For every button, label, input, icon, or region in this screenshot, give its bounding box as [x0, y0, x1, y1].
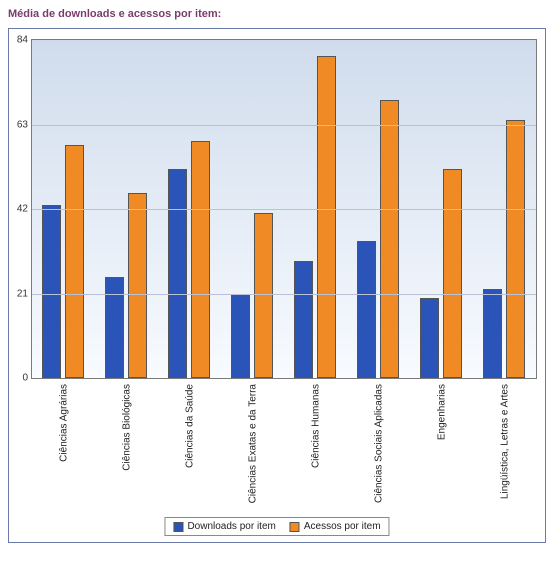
- bar: [168, 169, 187, 378]
- legend-swatch: [173, 522, 183, 532]
- bar: [128, 193, 147, 378]
- bar: [506, 120, 525, 378]
- bar: [420, 298, 439, 378]
- bar: [357, 241, 376, 378]
- x-tick-label: Ciências Agrárias: [58, 384, 69, 462]
- bar: [105, 277, 124, 378]
- bar: [254, 213, 273, 378]
- gridline: [32, 209, 536, 210]
- bar: [443, 169, 462, 378]
- x-tick-label: Ciências da Saúde: [184, 384, 195, 468]
- chart-container: Ciências Agrárias Ciências Biológicas Ciên…: [8, 28, 546, 543]
- y-tick-label: 63: [17, 119, 28, 130]
- bar: [42, 205, 61, 378]
- x-tick-label: Lingüística, Letras e Artes: [499, 384, 510, 499]
- legend-label: Acessos por item: [304, 521, 381, 532]
- bar: [65, 145, 84, 378]
- gridline: [32, 125, 536, 126]
- bar: [294, 261, 313, 378]
- bar: [231, 294, 250, 379]
- y-tick-label: 84: [17, 35, 28, 46]
- x-tick-label: Ciências Humanas: [310, 384, 321, 468]
- legend: Downloads por item Acessos por item: [164, 517, 389, 536]
- bar: [317, 56, 336, 378]
- gridline: [32, 294, 536, 295]
- plot-area: Ciências AgráriasCiências BiológicasCiên…: [31, 39, 537, 379]
- x-tick-label: Ciências Exatas e da Terra: [247, 384, 258, 503]
- x-tick-label: Ciências Biológicas: [121, 384, 132, 471]
- bar: [483, 289, 502, 378]
- bar: [191, 141, 210, 378]
- bar: [380, 100, 399, 378]
- y-tick-label: 0: [22, 373, 28, 384]
- y-tick-label: 21: [17, 288, 28, 299]
- legend-label: Downloads por item: [187, 521, 275, 532]
- legend-swatch: [290, 522, 300, 532]
- x-tick-label: Engenharias: [436, 384, 447, 440]
- chart-title: Média de downloads e acessos por item:: [8, 8, 547, 20]
- legend-item: Acessos por item: [290, 521, 381, 532]
- y-tick-label: 42: [17, 204, 28, 215]
- legend-item: Downloads por item: [173, 521, 275, 532]
- x-tick-label: Ciências Sociais Aplicadas: [373, 384, 384, 503]
